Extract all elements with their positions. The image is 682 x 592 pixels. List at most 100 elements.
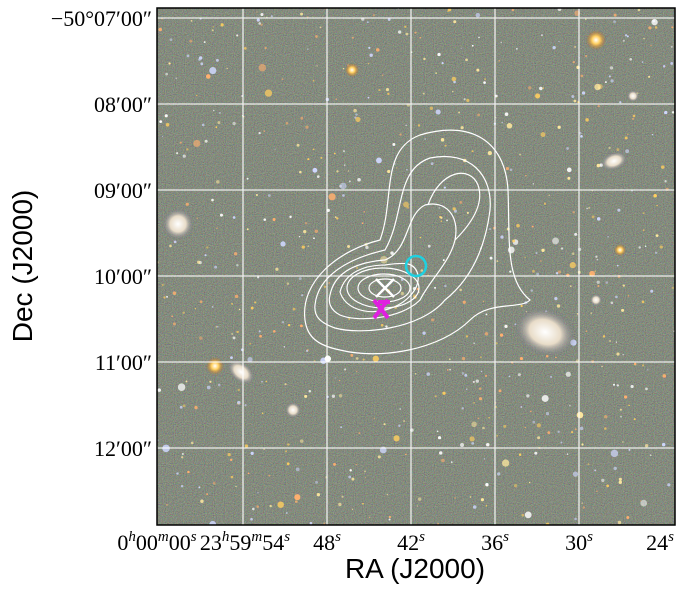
star (501, 121, 503, 124)
star (555, 356, 557, 359)
star (227, 453, 231, 457)
star (161, 135, 164, 137)
star (295, 500, 298, 503)
star (348, 317, 351, 320)
star (316, 65, 318, 67)
star (231, 332, 234, 335)
star (285, 121, 289, 125)
star (232, 121, 236, 126)
star (355, 357, 359, 360)
star (294, 494, 301, 501)
star (655, 234, 659, 237)
star (351, 477, 355, 481)
star (182, 311, 185, 314)
star (585, 118, 589, 122)
star (622, 441, 624, 443)
star (582, 506, 586, 509)
star (307, 245, 310, 247)
star (312, 167, 318, 173)
star (439, 451, 443, 455)
star (596, 163, 601, 168)
star (375, 48, 380, 52)
star (197, 260, 201, 264)
star (460, 126, 464, 130)
star (461, 356, 466, 361)
star (232, 336, 236, 340)
star (594, 83, 601, 91)
star (531, 225, 534, 228)
star (626, 35, 629, 38)
star (508, 375, 511, 378)
star (295, 467, 300, 472)
star (519, 356, 524, 361)
star (387, 169, 391, 174)
star (615, 341, 618, 343)
star (504, 112, 509, 117)
star (552, 45, 556, 50)
star (540, 132, 546, 138)
star (579, 426, 584, 431)
star (444, 284, 447, 288)
star (414, 31, 417, 34)
star (216, 180, 220, 184)
star (315, 480, 318, 484)
star (520, 304, 523, 308)
cyan-marker (404, 254, 428, 278)
star (434, 286, 437, 289)
star (243, 46, 247, 50)
star (403, 420, 406, 423)
star (366, 21, 369, 24)
star (509, 168, 513, 172)
star (597, 285, 600, 288)
star (500, 235, 504, 239)
star (212, 26, 214, 28)
star (316, 175, 320, 178)
star (605, 281, 609, 284)
star (616, 352, 620, 356)
stars (157, 8, 675, 525)
star (435, 72, 437, 74)
star (571, 95, 575, 98)
star (595, 255, 598, 258)
star (627, 295, 630, 297)
star (648, 26, 652, 30)
star (448, 358, 451, 361)
tick-unit: s (335, 529, 341, 545)
star (616, 148, 620, 152)
star (465, 388, 468, 391)
star (261, 380, 263, 383)
star (466, 98, 470, 102)
star (363, 211, 366, 213)
tick-unit: s (587, 529, 593, 545)
star (608, 75, 611, 78)
star (616, 264, 619, 267)
star (257, 492, 259, 494)
star (258, 63, 267, 72)
star (229, 458, 233, 462)
star (444, 144, 447, 147)
star (516, 48, 518, 50)
star (401, 342, 403, 344)
star (348, 180, 351, 183)
star (572, 211, 575, 214)
star (342, 150, 346, 153)
star (572, 471, 579, 477)
star (179, 405, 183, 409)
star (532, 420, 536, 424)
star (472, 380, 475, 384)
star (540, 260, 542, 262)
star (323, 285, 327, 288)
star (667, 483, 671, 487)
star (400, 291, 405, 296)
star (200, 499, 204, 503)
star (161, 283, 164, 287)
star (637, 8, 641, 12)
star (333, 152, 336, 155)
star (539, 86, 543, 91)
tick-value: 30 (565, 530, 587, 555)
star (656, 204, 658, 207)
star (175, 77, 177, 80)
star (219, 112, 221, 114)
star (548, 194, 550, 197)
star (334, 216, 337, 218)
